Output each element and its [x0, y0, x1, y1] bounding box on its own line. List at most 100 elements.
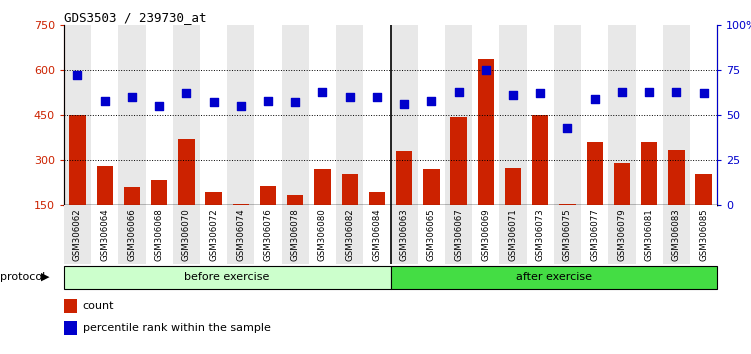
Text: GSM306085: GSM306085 [699, 208, 708, 261]
Text: GSM306083: GSM306083 [672, 208, 681, 261]
Bar [505, 168, 521, 251]
Text: GSM306078: GSM306078 [291, 208, 300, 261]
Point [562, 125, 574, 131]
Text: GSM306084: GSM306084 [372, 208, 382, 261]
Text: GSM306079: GSM306079 [617, 208, 626, 261]
Point [589, 96, 601, 102]
Bar [526, 25, 554, 205]
Bar [587, 142, 603, 251]
Text: GSM306064: GSM306064 [100, 208, 109, 261]
Text: protocol: protocol [0, 272, 45, 282]
Point [126, 94, 138, 100]
Bar [614, 163, 630, 251]
Bar [260, 186, 276, 251]
Point [180, 91, 192, 96]
Point [371, 94, 383, 100]
Bar [200, 25, 227, 205]
Point [98, 98, 110, 103]
Bar [151, 180, 167, 251]
Bar [64, 321, 77, 335]
Point [480, 67, 492, 73]
Text: GSM306072: GSM306072 [209, 208, 218, 261]
Bar [255, 205, 282, 264]
Text: after exercise: after exercise [516, 272, 592, 282]
Text: GSM306077: GSM306077 [590, 208, 599, 261]
Point [671, 89, 683, 95]
Bar [532, 115, 548, 251]
Bar [608, 205, 635, 264]
Text: percentile rank within the sample: percentile rank within the sample [83, 323, 270, 333]
Point [235, 103, 247, 109]
Point [643, 89, 655, 95]
Bar [64, 205, 91, 264]
Bar [690, 25, 717, 205]
Bar [391, 205, 418, 264]
Text: GSM306080: GSM306080 [318, 208, 327, 261]
Bar [96, 166, 113, 251]
Bar [559, 204, 575, 251]
Bar [206, 192, 222, 251]
Bar [396, 151, 412, 251]
Point [207, 99, 219, 105]
Bar [173, 205, 200, 264]
Bar [314, 169, 330, 251]
Text: before exercise: before exercise [185, 272, 270, 282]
Bar [282, 205, 309, 264]
Text: count: count [83, 301, 114, 311]
Bar [472, 25, 499, 205]
Text: GSM306075: GSM306075 [563, 208, 572, 261]
Text: GSM306067: GSM306067 [454, 208, 463, 261]
Bar [227, 25, 255, 205]
Bar [233, 204, 249, 251]
Point [344, 94, 356, 100]
Bar [608, 25, 635, 205]
Text: ▶: ▶ [41, 272, 50, 282]
Bar [336, 25, 363, 205]
Bar [424, 169, 439, 251]
Point [616, 89, 628, 95]
Text: GSM306076: GSM306076 [264, 208, 273, 261]
Point [262, 98, 274, 103]
Bar [64, 25, 91, 205]
Bar [690, 205, 717, 264]
Point [71, 73, 83, 78]
Text: GSM306071: GSM306071 [508, 208, 517, 261]
Text: GSM306081: GSM306081 [644, 208, 653, 261]
Point [507, 92, 519, 98]
Bar [418, 205, 445, 264]
Text: GDS3503 / 239730_at: GDS3503 / 239730_at [64, 11, 207, 24]
Text: GSM306074: GSM306074 [237, 208, 246, 261]
Text: GSM306070: GSM306070 [182, 208, 191, 261]
Bar [124, 187, 140, 251]
Bar [178, 139, 195, 251]
Text: GSM306082: GSM306082 [345, 208, 354, 261]
Point [698, 91, 710, 96]
Text: GSM306066: GSM306066 [128, 208, 137, 261]
Bar [499, 205, 526, 264]
Bar [282, 25, 309, 205]
Bar [173, 25, 200, 205]
Bar [445, 25, 472, 205]
Text: GSM306068: GSM306068 [155, 208, 164, 261]
Bar [227, 205, 255, 264]
Bar [499, 25, 526, 205]
Bar [146, 25, 173, 205]
Bar [309, 25, 336, 205]
Bar [391, 266, 717, 289]
Bar [581, 25, 608, 205]
Bar [119, 25, 146, 205]
Bar [635, 205, 662, 264]
Bar [363, 205, 391, 264]
Bar [418, 25, 445, 205]
Bar [336, 205, 363, 264]
Bar [363, 25, 391, 205]
Point [453, 89, 465, 95]
Bar [526, 205, 554, 264]
Bar [641, 142, 657, 251]
Text: GSM306065: GSM306065 [427, 208, 436, 261]
Bar [64, 299, 77, 313]
Bar [478, 59, 494, 251]
Bar [119, 205, 146, 264]
Text: GSM306069: GSM306069 [481, 208, 490, 261]
Bar [200, 205, 227, 264]
